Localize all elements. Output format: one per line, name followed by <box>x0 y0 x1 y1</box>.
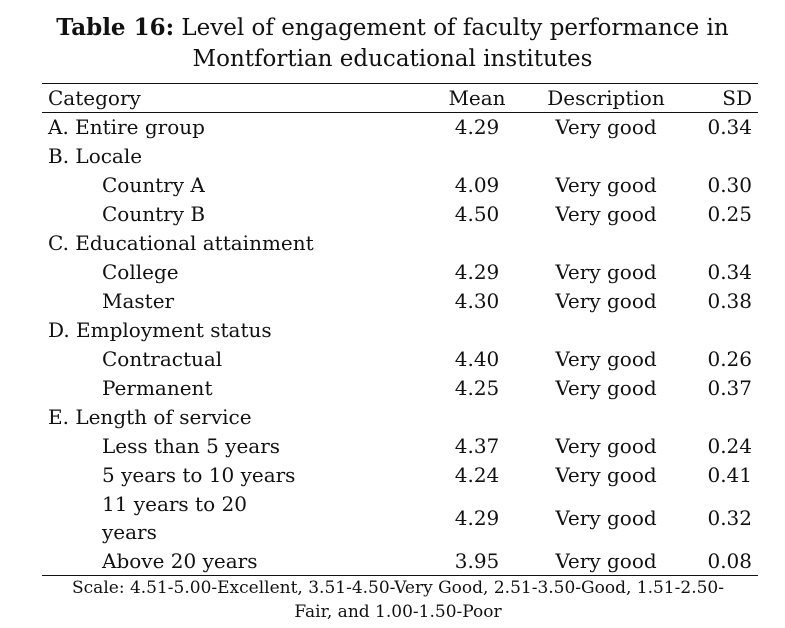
row-category: Country B <box>102 202 206 226</box>
header-row: Category Mean Description SD <box>42 84 758 113</box>
row-mean: 4.09 <box>454 173 500 197</box>
row-category: College <box>102 260 179 284</box>
row-category: E. Length of service <box>48 405 252 429</box>
row-category: 11 years to 20 years <box>102 492 247 544</box>
row-mean: 4.29 <box>454 115 500 139</box>
row-sd: 0.37 <box>707 376 752 400</box>
table-row-country-a: Country A 4.09 Very good 0.30 <box>42 171 758 200</box>
row-mean: 3.95 <box>454 549 500 573</box>
table-row-above-20: Above 20 years 3.95 Very good 0.08 <box>42 547 758 576</box>
row-sd: 0.08 <box>707 549 752 573</box>
row-description: Very good <box>555 347 657 371</box>
table-number: Table 16: <box>56 14 175 41</box>
row-sd: 0.38 <box>707 289 752 313</box>
row-description: Very good <box>555 434 657 458</box>
header-sd: SD <box>722 86 752 110</box>
scale-note-line-1: Scale: 4.51-5.00-Excellent, 3.51-4.50-Ve… <box>72 578 724 598</box>
row-mean: 4.50 <box>454 202 500 226</box>
header-description: Description <box>547 86 665 110</box>
header-category: Category <box>48 86 141 110</box>
engagement-table: Category Mean Description SD A. Entire g… <box>42 84 758 576</box>
header-mean: Mean <box>448 86 506 110</box>
row-description: Very good <box>555 463 657 487</box>
header-rule <box>42 112 758 113</box>
row-description: Very good <box>555 549 657 573</box>
top-rule <box>42 83 758 84</box>
row-category: C. Educational attainment <box>48 231 314 255</box>
row-description: Very good <box>555 202 657 226</box>
row-mean: 4.29 <box>454 506 500 530</box>
row-description: Very good <box>555 289 657 313</box>
row-mean: 4.25 <box>454 376 500 400</box>
row-sd: 0.25 <box>707 202 752 226</box>
row-category: A. Entire group <box>48 115 205 139</box>
table-row-college: College 4.29 Very good 0.34 <box>42 258 758 287</box>
row-category: B. Locale <box>48 144 143 168</box>
table-row-11-to-20: 11 years to 20 years 4.29 Very good 0.32 <box>42 490 758 547</box>
table-title-line-2: Montfortian educational institutes <box>192 46 593 72</box>
row-category: Country A <box>102 173 205 197</box>
table-title-line-1: Table 16: Level of engagement of faculty… <box>0 12 785 44</box>
row-mean: 4.40 <box>454 347 500 371</box>
row-category: Less than 5 years <box>102 434 281 458</box>
row-mean: 4.24 <box>454 463 500 487</box>
row-sd: 0.41 <box>707 463 752 487</box>
row-description: Very good <box>555 173 657 197</box>
row-description: Very good <box>555 506 657 530</box>
row-sd: 0.26 <box>707 347 752 371</box>
row-description: Very good <box>555 376 657 400</box>
bottom-rule <box>42 575 758 576</box>
row-description: Very good <box>555 260 657 284</box>
table-row-5-to-10: 5 years to 10 years 4.24 Very good 0.41 <box>42 461 758 490</box>
table-row-group-locale: B. Locale <box>42 142 758 171</box>
scale-note: Scale: 4.51-5.00-Excellent, 3.51-4.50-Ve… <box>40 576 756 624</box>
row-category: 5 years to 10 years <box>102 463 296 487</box>
row-category: Above 20 years <box>102 549 258 573</box>
table-title: Table 16: Level of engagement of faculty… <box>0 12 785 75</box>
table-title-text: Level of engagement of faculty performan… <box>174 15 729 41</box>
row-mean: 4.30 <box>454 289 500 313</box>
table-row-contractual: Contractual 4.40 Very good 0.26 <box>42 345 758 374</box>
row-mean: 4.37 <box>454 434 500 458</box>
row-sd: 0.32 <box>707 506 752 530</box>
table-row-group-employment: D. Employment status <box>42 316 758 345</box>
row-category: D. Employment status <box>48 318 272 342</box>
table-row-less-than-5: Less than 5 years 4.37 Very good 0.24 <box>42 432 758 461</box>
row-category: Master <box>102 289 175 313</box>
table-row-master: Master 4.30 Very good 0.38 <box>42 287 758 316</box>
row-mean: 4.29 <box>454 260 500 284</box>
table-row-country-b: Country B 4.50 Very good 0.25 <box>42 200 758 229</box>
row-category: Contractual <box>102 347 223 371</box>
scale-note-line-2: Fair, and 1.00-1.50-Poor <box>294 602 502 622</box>
row-description: Very good <box>555 115 657 139</box>
row-category: Permanent <box>102 376 213 400</box>
table-row-permanent: Permanent 4.25 Very good 0.37 <box>42 374 758 403</box>
row-sd: 0.24 <box>707 434 752 458</box>
table-row-group-service: E. Length of service <box>42 403 758 432</box>
table-row-group-education: C. Educational attainment <box>42 229 758 258</box>
table-row-entire-group: A. Entire group 4.29 Very good 0.34 <box>42 113 758 142</box>
row-sd: 0.30 <box>707 173 752 197</box>
row-sd: 0.34 <box>707 260 752 284</box>
row-sd: 0.34 <box>707 115 752 139</box>
